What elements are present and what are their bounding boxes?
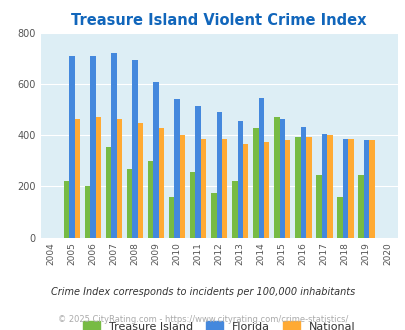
Bar	[258, 98, 263, 238]
Text: © 2025 CityRating.com - https://www.cityrating.com/crime-statistics/: © 2025 CityRating.com - https://www.city…	[58, 315, 347, 324]
Bar	[347, 139, 353, 238]
Bar	[305, 137, 311, 238]
Bar	[315, 175, 321, 238]
Bar	[117, 119, 122, 238]
Bar	[368, 141, 374, 238]
Bar	[211, 193, 216, 238]
Bar	[216, 112, 222, 238]
Bar	[111, 53, 117, 238]
Bar	[363, 141, 368, 238]
Bar	[148, 161, 153, 238]
Bar	[273, 117, 279, 238]
Bar	[195, 106, 200, 238]
Bar	[90, 56, 96, 238]
Bar	[263, 142, 269, 238]
Bar	[69, 56, 75, 238]
Bar	[252, 128, 258, 238]
Bar	[237, 121, 242, 238]
Bar	[200, 139, 206, 238]
Bar	[85, 186, 90, 238]
Bar	[153, 82, 158, 238]
Bar	[132, 60, 138, 238]
Bar	[174, 100, 179, 238]
Bar	[357, 175, 363, 238]
Bar	[342, 139, 347, 238]
Bar	[242, 144, 248, 238]
Bar	[168, 197, 174, 238]
Bar	[138, 122, 143, 238]
Bar	[75, 119, 80, 238]
Bar	[96, 117, 101, 238]
Bar	[222, 139, 227, 238]
Bar	[300, 127, 305, 238]
Legend: Treasure Island, Florida, National: Treasure Island, Florida, National	[83, 321, 354, 330]
Bar	[294, 137, 300, 238]
Bar	[284, 141, 290, 238]
Bar	[336, 197, 342, 238]
Title: Treasure Island Violent Crime Index: Treasure Island Violent Crime Index	[71, 13, 366, 28]
Bar	[106, 147, 111, 238]
Text: Crime Index corresponds to incidents per 100,000 inhabitants: Crime Index corresponds to incidents per…	[51, 287, 354, 297]
Bar	[190, 172, 195, 238]
Bar	[232, 182, 237, 238]
Bar	[179, 135, 185, 238]
Bar	[127, 169, 132, 238]
Bar	[158, 128, 164, 238]
Bar	[326, 135, 332, 238]
Bar	[279, 119, 284, 238]
Bar	[64, 182, 69, 238]
Bar	[321, 134, 326, 238]
